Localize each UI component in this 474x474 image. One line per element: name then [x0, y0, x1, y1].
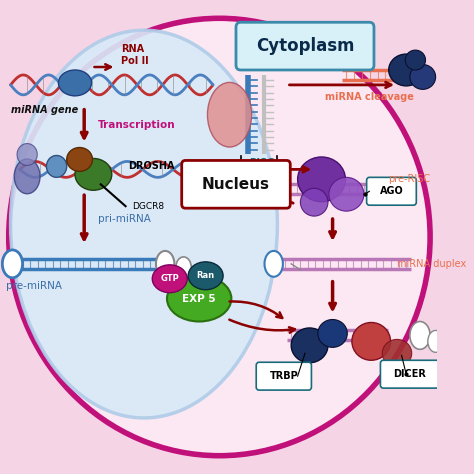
Ellipse shape	[152, 265, 187, 292]
Text: Unwind: Unwind	[241, 174, 277, 184]
Ellipse shape	[188, 262, 223, 290]
Text: Nucleus: Nucleus	[202, 177, 270, 192]
Text: AGO: AGO	[380, 186, 403, 196]
Text: pre-miRNA: pre-miRNA	[6, 281, 62, 291]
Text: Transcription: Transcription	[98, 119, 175, 130]
Ellipse shape	[405, 50, 426, 70]
Ellipse shape	[428, 330, 444, 352]
Ellipse shape	[167, 276, 231, 321]
Text: miRNA duplex: miRNA duplex	[397, 259, 466, 269]
Ellipse shape	[208, 82, 252, 147]
Ellipse shape	[2, 250, 23, 278]
Text: RNA
Pol II: RNA Pol II	[121, 44, 149, 66]
Text: Cytoplasm: Cytoplasm	[256, 37, 354, 55]
Ellipse shape	[329, 177, 364, 211]
Ellipse shape	[46, 155, 67, 177]
Ellipse shape	[58, 70, 91, 96]
Ellipse shape	[389, 54, 424, 86]
Text: miRNA cleavage: miRNA cleavage	[325, 92, 414, 102]
Text: DICER: DICER	[393, 369, 426, 379]
Text: pri-miRNA: pri-miRNA	[98, 214, 151, 224]
Ellipse shape	[382, 339, 412, 367]
Ellipse shape	[298, 157, 346, 202]
Ellipse shape	[9, 18, 430, 456]
Text: DGCR8: DGCR8	[132, 201, 164, 210]
Text: pre-RISC: pre-RISC	[388, 174, 430, 184]
FancyBboxPatch shape	[236, 22, 374, 70]
Ellipse shape	[14, 159, 40, 194]
Text: EXP 5: EXP 5	[182, 293, 216, 304]
Ellipse shape	[291, 328, 328, 363]
FancyBboxPatch shape	[256, 362, 311, 390]
FancyBboxPatch shape	[366, 177, 416, 205]
Text: Mature
miRNA: Mature miRNA	[255, 39, 293, 61]
FancyBboxPatch shape	[182, 161, 290, 208]
Text: TRBP: TRBP	[269, 371, 298, 381]
Text: GTP: GTP	[160, 274, 179, 283]
Ellipse shape	[410, 321, 430, 349]
Ellipse shape	[264, 251, 283, 277]
Ellipse shape	[176, 257, 191, 279]
Text: DROSHA: DROSHA	[128, 162, 175, 172]
FancyBboxPatch shape	[381, 360, 439, 388]
Text: Ran: Ran	[197, 271, 215, 280]
Ellipse shape	[17, 144, 37, 165]
Ellipse shape	[318, 319, 347, 347]
Ellipse shape	[75, 158, 112, 190]
Ellipse shape	[10, 30, 277, 418]
Ellipse shape	[301, 188, 328, 216]
Ellipse shape	[352, 322, 391, 360]
Ellipse shape	[67, 147, 92, 172]
Text: RISC: RISC	[249, 158, 274, 168]
Ellipse shape	[410, 64, 436, 90]
Text: miRNA gene: miRNA gene	[10, 105, 78, 115]
Ellipse shape	[156, 251, 174, 277]
